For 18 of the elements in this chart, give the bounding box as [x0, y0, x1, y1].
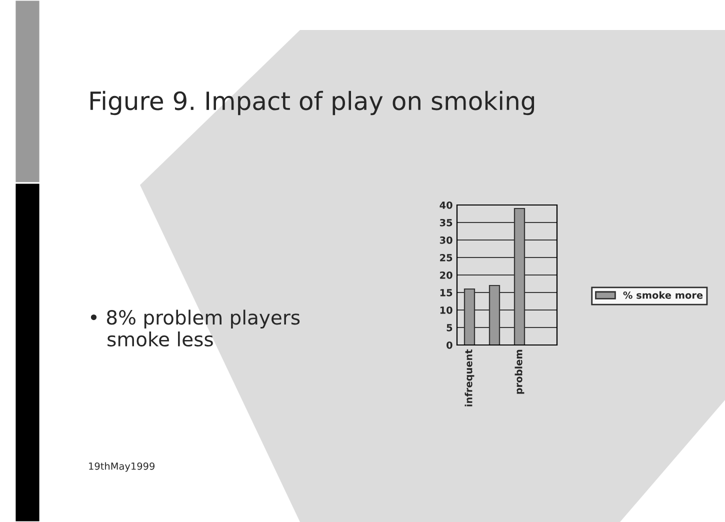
bar — [514, 208, 526, 345]
y-tick-label: 40 — [440, 201, 452, 209]
y-tick-label: 30 — [440, 236, 452, 244]
y-tick-label: 20 — [440, 271, 452, 279]
y-tick-label: 15 — [440, 289, 452, 296]
y-tick-label: 35 — [440, 218, 452, 226]
text: • 8% problem players smoke less — [90, 310, 300, 347]
bar — [464, 288, 476, 345]
legend-label: % smoke more — [623, 291, 703, 299]
y-tick-label: 0 — [446, 341, 452, 349]
x-tick-label: problem — [514, 350, 524, 394]
bar — [488, 284, 500, 345]
chart-title: Figure 9. Impact of play on smoking — [90, 90, 534, 116]
y-tick-label: 5 — [446, 324, 452, 332]
text: 19thMay1999 — [89, 462, 155, 472]
y-tick-label: 10 — [440, 306, 452, 314]
x-tick-label: infrequent — [464, 349, 474, 406]
y-tick-label: 25 — [440, 254, 452, 262]
